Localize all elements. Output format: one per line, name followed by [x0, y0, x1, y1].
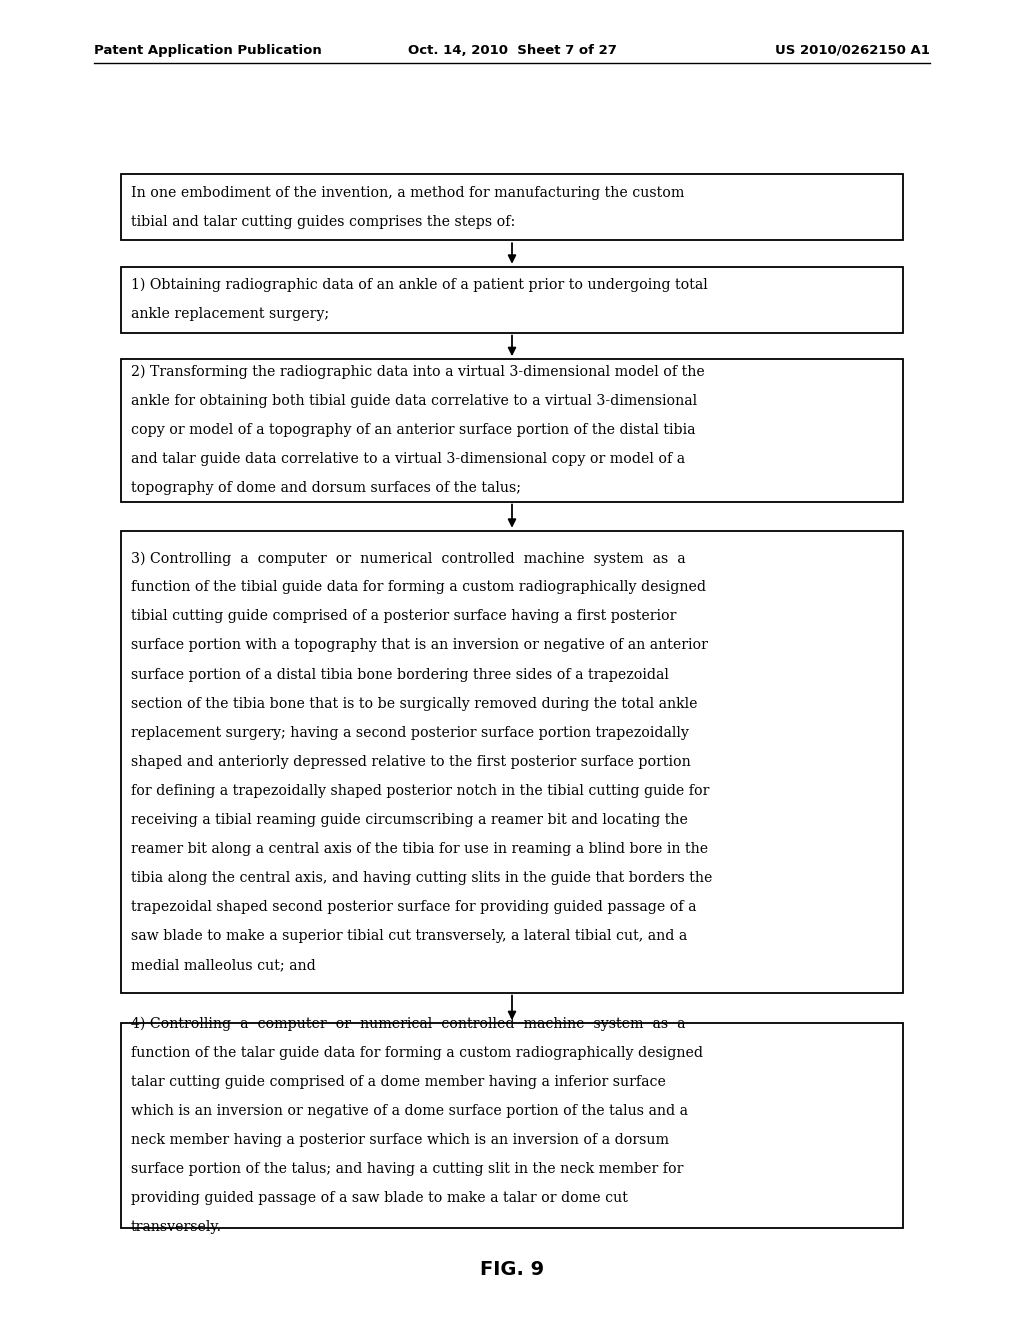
- Bar: [121, 267, 903, 333]
- Text: topography of dome and dorsum surfaces of the talus;: topography of dome and dorsum surfaces o…: [131, 482, 521, 495]
- Text: saw blade to make a superior tibial cut transversely, a lateral tibial cut, and : saw blade to make a superior tibial cut …: [131, 929, 687, 942]
- Text: trapezoidal shaped second posterior surface for providing guided passage of a: trapezoidal shaped second posterior surf…: [131, 900, 696, 913]
- Text: ankle for obtaining both tibial guide data correlative to a virtual 3-dimensiona: ankle for obtaining both tibial guide da…: [131, 395, 697, 408]
- Text: US 2010/0262150 A1: US 2010/0262150 A1: [775, 44, 930, 57]
- Text: 3) Controlling  a  computer  or  numerical  controlled  machine  system  as  a: 3) Controlling a computer or numerical c…: [131, 552, 686, 565]
- Text: tibia along the central axis, and having cutting slits in the guide that borders: tibia along the central axis, and having…: [131, 871, 713, 884]
- Text: which is an inversion or negative of a dome surface portion of the talus and a: which is an inversion or negative of a d…: [131, 1104, 688, 1118]
- Text: function of the tibial guide data for forming a custom radiographically designed: function of the tibial guide data for fo…: [131, 581, 707, 594]
- Text: receiving a tibial reaming guide circumscribing a reamer bit and locating the: receiving a tibial reaming guide circums…: [131, 813, 688, 826]
- Text: tibial and talar cutting guides comprises the steps of:: tibial and talar cutting guides comprise…: [131, 215, 515, 228]
- Text: 1) Obtaining radiographic data of an ankle of a patient prior to undergoing tota: 1) Obtaining radiographic data of an ank…: [131, 279, 708, 292]
- Bar: [121, 1023, 903, 1228]
- Text: talar cutting guide comprised of a dome member having a inferior surface: talar cutting guide comprised of a dome …: [131, 1074, 666, 1089]
- Text: surface portion with a topography that is an inversion or negative of an anterio: surface portion with a topography that i…: [131, 639, 708, 652]
- Text: In one embodiment of the invention, a method for manufacturing the custom: In one embodiment of the invention, a me…: [131, 186, 684, 199]
- Text: surface portion of a distal tibia bone bordering three sides of a trapezoidal: surface portion of a distal tibia bone b…: [131, 668, 669, 681]
- Text: tibial cutting guide comprised of a posterior surface having a first posterior: tibial cutting guide comprised of a post…: [131, 610, 677, 623]
- Bar: [121, 174, 903, 240]
- Text: transversely.: transversely.: [131, 1220, 222, 1234]
- Text: Patent Application Publication: Patent Application Publication: [94, 44, 322, 57]
- Text: section of the tibia bone that is to be surgically removed during the total ankl: section of the tibia bone that is to be …: [131, 697, 697, 710]
- Text: and talar guide data correlative to a virtual 3-dimensional copy or model of a: and talar guide data correlative to a vi…: [131, 453, 685, 466]
- Text: providing guided passage of a saw blade to make a talar or dome cut: providing guided passage of a saw blade …: [131, 1191, 628, 1205]
- Text: medial malleolus cut; and: medial malleolus cut; and: [131, 958, 315, 972]
- Text: surface portion of the talus; and having a cutting slit in the neck member for: surface portion of the talus; and having…: [131, 1162, 683, 1176]
- Bar: [121, 531, 903, 993]
- Text: ankle replacement surgery;: ankle replacement surgery;: [131, 308, 329, 321]
- Text: 2) Transforming the radiographic data into a virtual 3-dimensional model of the: 2) Transforming the radiographic data in…: [131, 366, 705, 379]
- Text: FIG. 9: FIG. 9: [480, 1261, 544, 1279]
- Bar: [121, 359, 903, 502]
- Text: neck member having a posterior surface which is an inversion of a dorsum: neck member having a posterior surface w…: [131, 1133, 669, 1147]
- Text: reamer bit along a central axis of the tibia for use in reaming a blind bore in : reamer bit along a central axis of the t…: [131, 842, 709, 855]
- Text: function of the talar guide data for forming a custom radiographically designed: function of the talar guide data for for…: [131, 1045, 703, 1060]
- Text: replacement surgery; having a second posterior surface portion trapezoidally: replacement surgery; having a second pos…: [131, 726, 689, 739]
- Text: copy or model of a topography of an anterior surface portion of the distal tibia: copy or model of a topography of an ante…: [131, 424, 695, 437]
- Text: shaped and anteriorly depressed relative to the first posterior surface portion: shaped and anteriorly depressed relative…: [131, 755, 691, 768]
- Text: Oct. 14, 2010  Sheet 7 of 27: Oct. 14, 2010 Sheet 7 of 27: [408, 44, 616, 57]
- Text: for defining a trapezoidally shaped posterior notch in the tibial cutting guide : for defining a trapezoidally shaped post…: [131, 784, 710, 797]
- Text: 4) Controlling  a  computer  or  numerical  controlled  machine  system  as  a: 4) Controlling a computer or numerical c…: [131, 1016, 686, 1031]
